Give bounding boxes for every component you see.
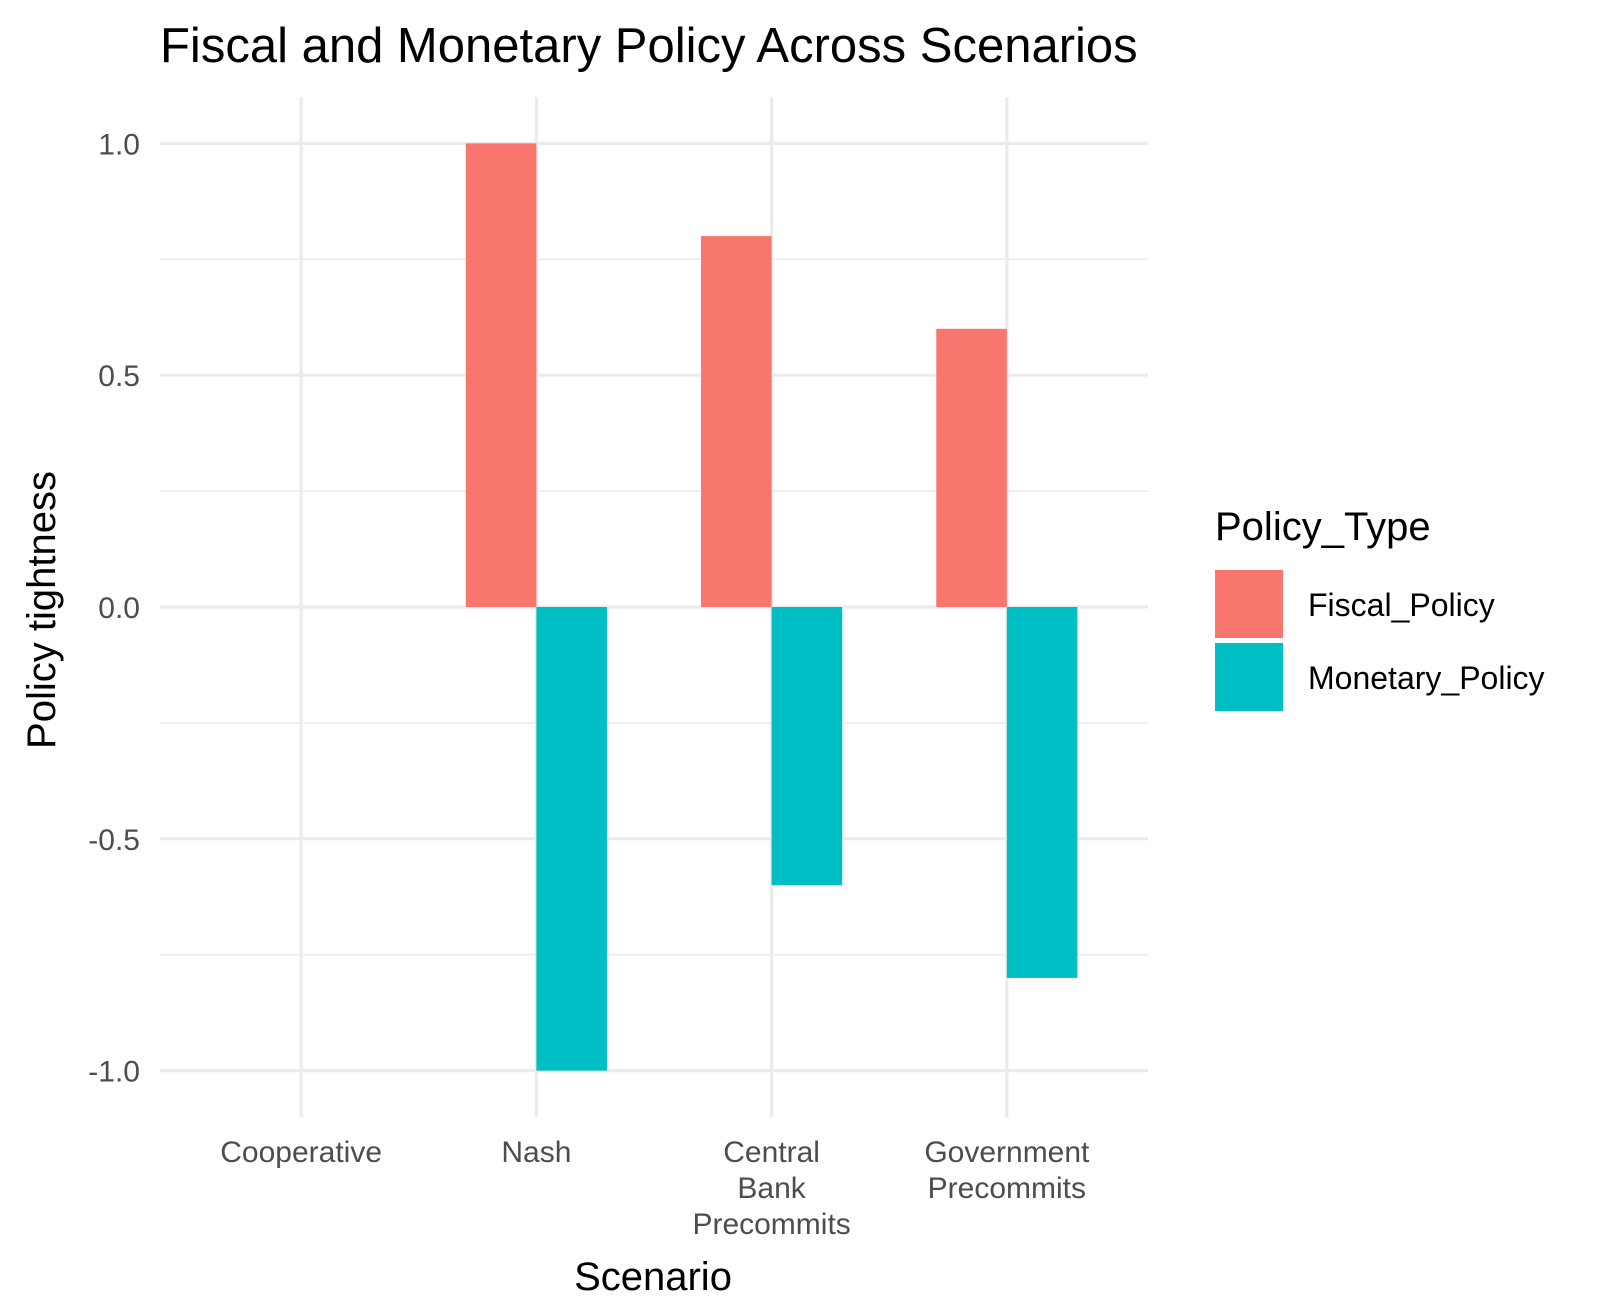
legend-key-fiscal-policy bbox=[1215, 570, 1283, 638]
y-axis-ticks: -1.0 -0.5 0.0 0.5 1.0 bbox=[88, 128, 140, 1088]
legend-label: Fiscal_Policy bbox=[1308, 587, 1495, 623]
y-tick-label: 0.0 bbox=[98, 592, 140, 625]
y-tick-label: -0.5 bbox=[88, 824, 140, 857]
y-axis-title: Policy tightness bbox=[20, 471, 64, 749]
y-tick-label: 1.0 bbox=[98, 128, 140, 161]
x-axis-ticks: Cooperative Nash Central Bank Precommits Gove… bbox=[220, 1136, 1090, 1241]
legend-label: Monetary_Policy bbox=[1308, 660, 1545, 696]
y-tick-label: -1.0 bbox=[88, 1056, 140, 1089]
legend-title: Policy_Type bbox=[1215, 505, 1431, 549]
y-tick-label: 0.5 bbox=[98, 360, 140, 393]
x-tick-label: Cooperative bbox=[220, 1136, 382, 1169]
legend-key-monetary-policy bbox=[1215, 643, 1283, 711]
legend: Policy_Type Fiscal_Policy Monetary_Policy bbox=[1215, 505, 1545, 711]
x-tick-label: Government Precommits bbox=[924, 1136, 1090, 1205]
bar-fiscal-policy bbox=[936, 328, 1007, 607]
bar-fiscal-policy bbox=[701, 236, 772, 607]
bar-fiscal-policy bbox=[465, 143, 537, 607]
x-tick-label: Central Bank Precommits bbox=[692, 1136, 850, 1241]
chart-title: Fiscal and Monetary Policy Across Scenar… bbox=[160, 19, 1138, 73]
bars bbox=[465, 143, 1078, 1071]
bar-monetary-policy bbox=[1006, 607, 1078, 978]
bar-monetary-policy bbox=[536, 607, 607, 1071]
bar-monetary-policy bbox=[771, 607, 843, 886]
x-tick-label: Nash bbox=[501, 1136, 571, 1169]
x-axis-title: Scenario bbox=[574, 1255, 732, 1299]
